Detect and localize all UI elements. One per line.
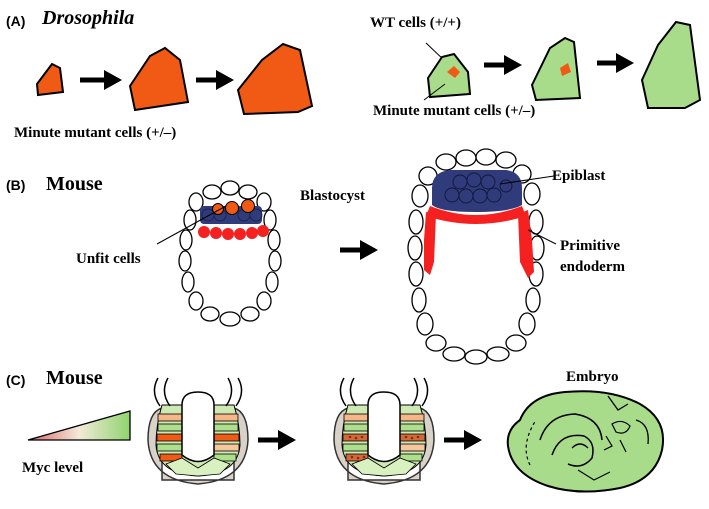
blastocyst-small	[178, 180, 282, 327]
epiblast-leader-line	[499, 175, 555, 185]
mutant-clone-small	[35, 62, 65, 97]
arrow-a3	[484, 55, 522, 75]
panel-c: (C) Mouse Myc level	[6, 367, 664, 493]
arrow-b	[340, 240, 378, 260]
panel-a-letter: (A)	[6, 13, 25, 29]
endoderm-label: endoderm	[560, 259, 626, 275]
blastocyst-label: Blastocyst	[300, 188, 365, 204]
endoderm-small	[198, 225, 269, 240]
wt-tissue-1	[426, 52, 472, 99]
epiblast-label: Epiblast	[552, 168, 605, 184]
mutant-clone-medium	[128, 46, 190, 112]
panel-c-title: Mouse	[46, 367, 103, 389]
mutant-spot-2	[560, 63, 571, 76]
panel-a-title: Drosophila	[41, 7, 134, 29]
epiblast-cup-1	[147, 377, 249, 485]
mutant-spot-1	[447, 66, 460, 78]
myc-level-label: Myc level	[22, 460, 83, 476]
minute-mutant-label: Minute mutant cells (+/–)	[14, 125, 176, 141]
panel-a: (A) Drosophila Minute mutant cells (+/–)…	[6, 7, 702, 141]
unfit-cells-small	[212, 199, 255, 215]
arrow-a4	[597, 53, 634, 73]
wt-tissue-3	[640, 20, 702, 109]
embryo-label: Embryo	[566, 369, 619, 385]
myc-gradient-wedge	[27, 410, 131, 441]
panel-b-title: Mouse	[46, 173, 103, 195]
epiblast-large	[432, 170, 522, 212]
arrow-c1	[258, 430, 296, 450]
blastocyst-large	[407, 148, 545, 365]
unfit-leader-line	[156, 205, 227, 245]
arrow-a2	[196, 70, 234, 90]
mouse-embryo	[506, 390, 664, 493]
primitive-label: Primitive	[560, 238, 620, 254]
endoderm-leader-line	[527, 229, 557, 245]
epiblast-cup-2	[333, 377, 435, 485]
minute-mutant-right-label: Minute mutant cells (+/–)	[373, 103, 535, 119]
endoderm-large	[424, 206, 534, 278]
arrow-c2	[444, 430, 482, 450]
unfit-cells-label: Unfit cells	[76, 251, 141, 267]
minute-leader-line	[423, 83, 446, 101]
wt-cells-label: WT cells (+/+)	[370, 15, 461, 31]
wt-tissue-2	[530, 36, 582, 102]
panel-b-letter: (B)	[6, 177, 25, 193]
mutant-clone-large	[236, 42, 314, 116]
panel-c-letter: (C)	[6, 372, 25, 388]
panel-b: (B) Mouse	[6, 148, 626, 365]
arrow-a1	[80, 70, 122, 90]
